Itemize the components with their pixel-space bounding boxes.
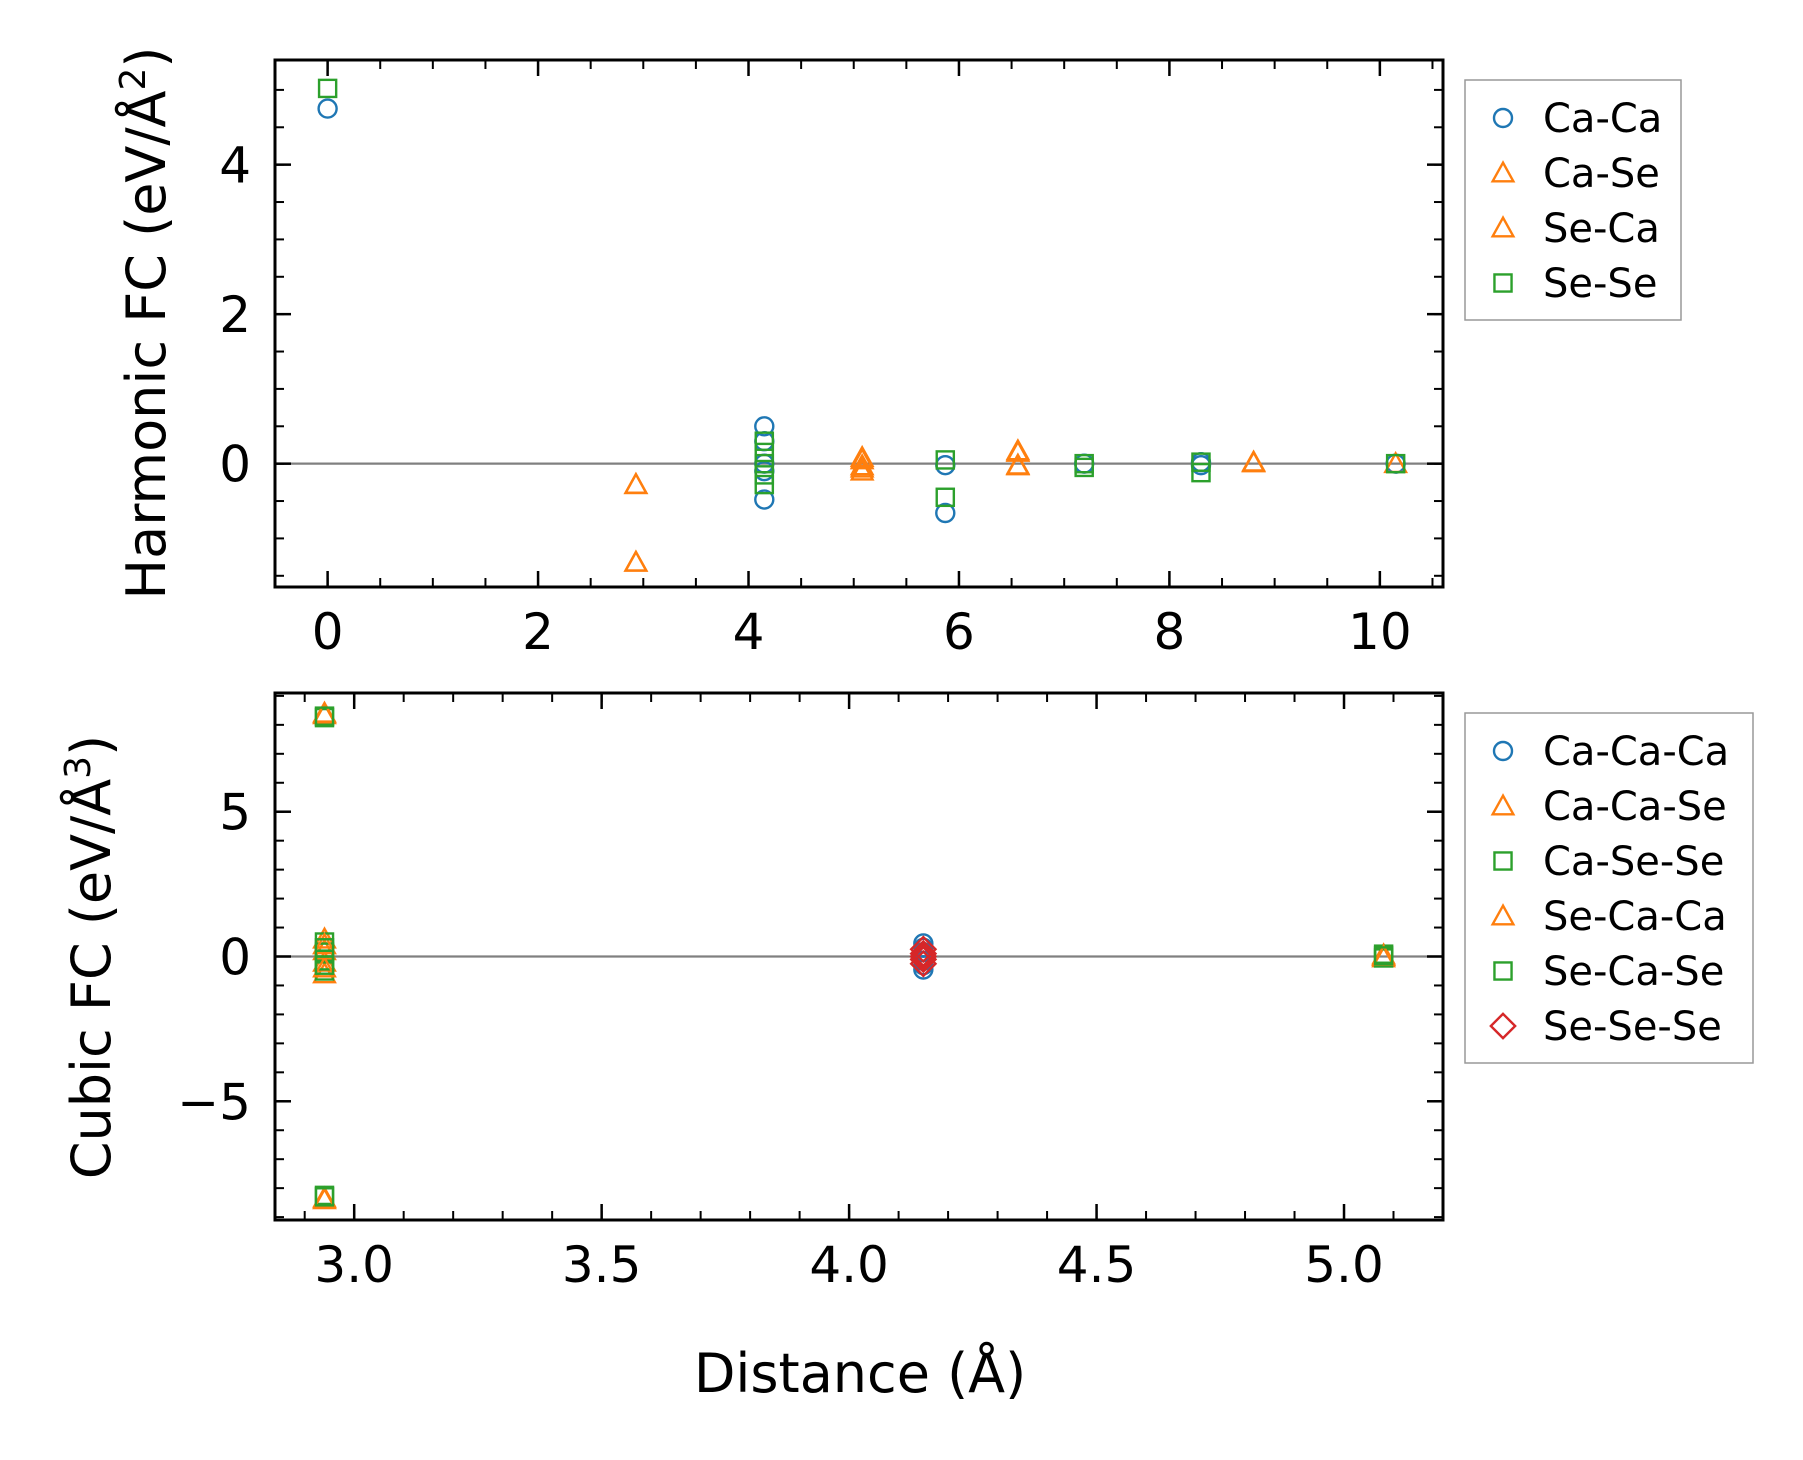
se-ca-se-point [314, 1187, 335, 1207]
legend-se-ca-label: Se-Ca [1543, 206, 1660, 252]
se-ca-point [623, 471, 649, 495]
legend-se-ca-ca-label: Se-Ca-Ca [1543, 894, 1727, 940]
harmonic-legend-box [1464, 79, 1682, 321]
se-ca-point [1005, 439, 1031, 462]
se-se-point [1385, 453, 1406, 474]
cubic-x-tick-label: 3.0 [314, 1236, 394, 1294]
se-ca-ca-point [312, 700, 337, 723]
harmonic-x-tick-label: 0 [312, 603, 344, 661]
cubic-x-tick-label: 4.0 [809, 1236, 889, 1294]
se-ca-ca-point [312, 955, 337, 978]
legend-ca-ca-se-label: Ca-Ca-Se [1543, 784, 1727, 830]
se-se-point [1191, 452, 1211, 472]
se-se-point [317, 78, 338, 99]
harmonic-y-axis-title: Harmonic FC (eV/Å2) [113, 47, 179, 600]
ca-se-point [849, 458, 875, 481]
cubic-y-tick-label: −5 [177, 1073, 251, 1131]
se-ca-se-point [1373, 946, 1394, 966]
legend-ca-se-label: Ca-Se [1543, 151, 1660, 197]
se-se-point [754, 474, 775, 495]
legend-se-se-se-marker [1489, 1012, 1517, 1040]
cubic-y-axis-title: Cubic FC (eV/Å3) [58, 735, 124, 1179]
cubic-x-tick-label: 5.0 [1304, 1236, 1384, 1294]
harmonic-x-tick-label: 8 [1154, 603, 1186, 661]
legend-se-ca-se-label: Se-Ca-Se [1543, 949, 1724, 995]
cubic-y-tick-label: 5 [219, 784, 251, 842]
cubic-x-tick-label: 4.5 [1057, 1236, 1137, 1294]
se-ca-point [623, 549, 649, 572]
se-se-se-point [909, 949, 938, 978]
ca-ca-point [317, 98, 338, 119]
se-se-se-point [909, 942, 938, 971]
cubic-fc-panel: 3.0 3.5 4.0 4.5 5.0 −5 0 5 Cubic FC (eV/Å3) Ca-… [58, 691, 1754, 1294]
se-se-point [754, 442, 775, 463]
harmonic-fc-panel: 0 2 4 6 8 10 0 2 4 Harmonic FC (eV/Å2) Ca-Ca Ca-S… [113, 47, 1682, 661]
legend-ca-ca-marker [1492, 107, 1514, 129]
legend-ca-ca-se-marker [1490, 793, 1516, 816]
legend-se-se-label: Se-Se [1543, 261, 1657, 307]
se-ca-point [849, 447, 875, 470]
harmonic-x-tick-label: 10 [1348, 603, 1412, 661]
cubic-legend: Ca-Ca-Ca Ca-Ca-Se Ca-Se-Se Se-Ca-Ca Se-Ca-Se… [1464, 712, 1754, 1064]
harmonic-y-tick-label: 0 [219, 436, 251, 494]
cubic-legend-box [1464, 712, 1754, 1064]
se-ca-se-point [314, 955, 335, 975]
se-ca-point [1241, 450, 1266, 473]
legend-ca-se-marker [1490, 160, 1516, 183]
se-se-point [935, 450, 956, 470]
legend-ca-se-se-marker [1493, 851, 1513, 871]
se-se-point [754, 453, 775, 474]
harmonic-x-tick-label: 6 [943, 603, 975, 661]
se-ca-ca-point [312, 1186, 337, 1210]
se-se-se-point [909, 935, 938, 964]
harmonic-y-tick-label: 2 [219, 286, 251, 344]
x-axis-title: Distance (Å) [694, 1341, 1026, 1405]
legend-ca-ca-ca-marker [1492, 740, 1514, 762]
harmonic-legend: Ca-Ca Ca-Se Se-Ca Se-Se [1464, 79, 1682, 321]
legend-se-ca-se-marker [1493, 961, 1513, 981]
legend-se-ca-ca-marker [1490, 903, 1516, 926]
legend-se-se-marker [1493, 273, 1513, 293]
cubic-x-tick-label: 3.5 [562, 1236, 642, 1294]
se-ca-se-point [314, 706, 335, 726]
se-ca-point [1005, 453, 1031, 476]
ca-ca-point [935, 502, 956, 524]
legend-ca-ca-label: Ca-Ca [1543, 96, 1662, 142]
se-se-se-point [909, 945, 938, 974]
legend-ca-ca-ca-label: Ca-Ca-Ca [1543, 729, 1729, 775]
ca-ca-point [754, 416, 775, 437]
harmonic-x-tick-label: 2 [522, 603, 554, 661]
harmonic-y-tick-label: 4 [219, 137, 251, 195]
se-ca-ca-point [312, 932, 337, 955]
ca-ca-point [754, 489, 775, 510]
se-ca-point [849, 455, 875, 478]
legend-se-ca-marker [1490, 215, 1516, 238]
cubic-y-tick-label: 0 [219, 929, 251, 987]
legend-ca-se-se-label: Ca-Se-Se [1543, 839, 1724, 885]
se-se-point [935, 487, 956, 508]
legend-se-se-se-label: Se-Se-Se [1543, 1004, 1722, 1050]
se-se-point [1191, 462, 1211, 483]
se-se-point [1074, 457, 1094, 478]
harmonic-x-tick-label: 4 [733, 603, 765, 661]
harmonic-plot-frame [273, 58, 1445, 589]
se-se-se-point [909, 939, 938, 968]
cubic-plot-frame [273, 691, 1445, 1222]
se-se-point [754, 431, 775, 451]
